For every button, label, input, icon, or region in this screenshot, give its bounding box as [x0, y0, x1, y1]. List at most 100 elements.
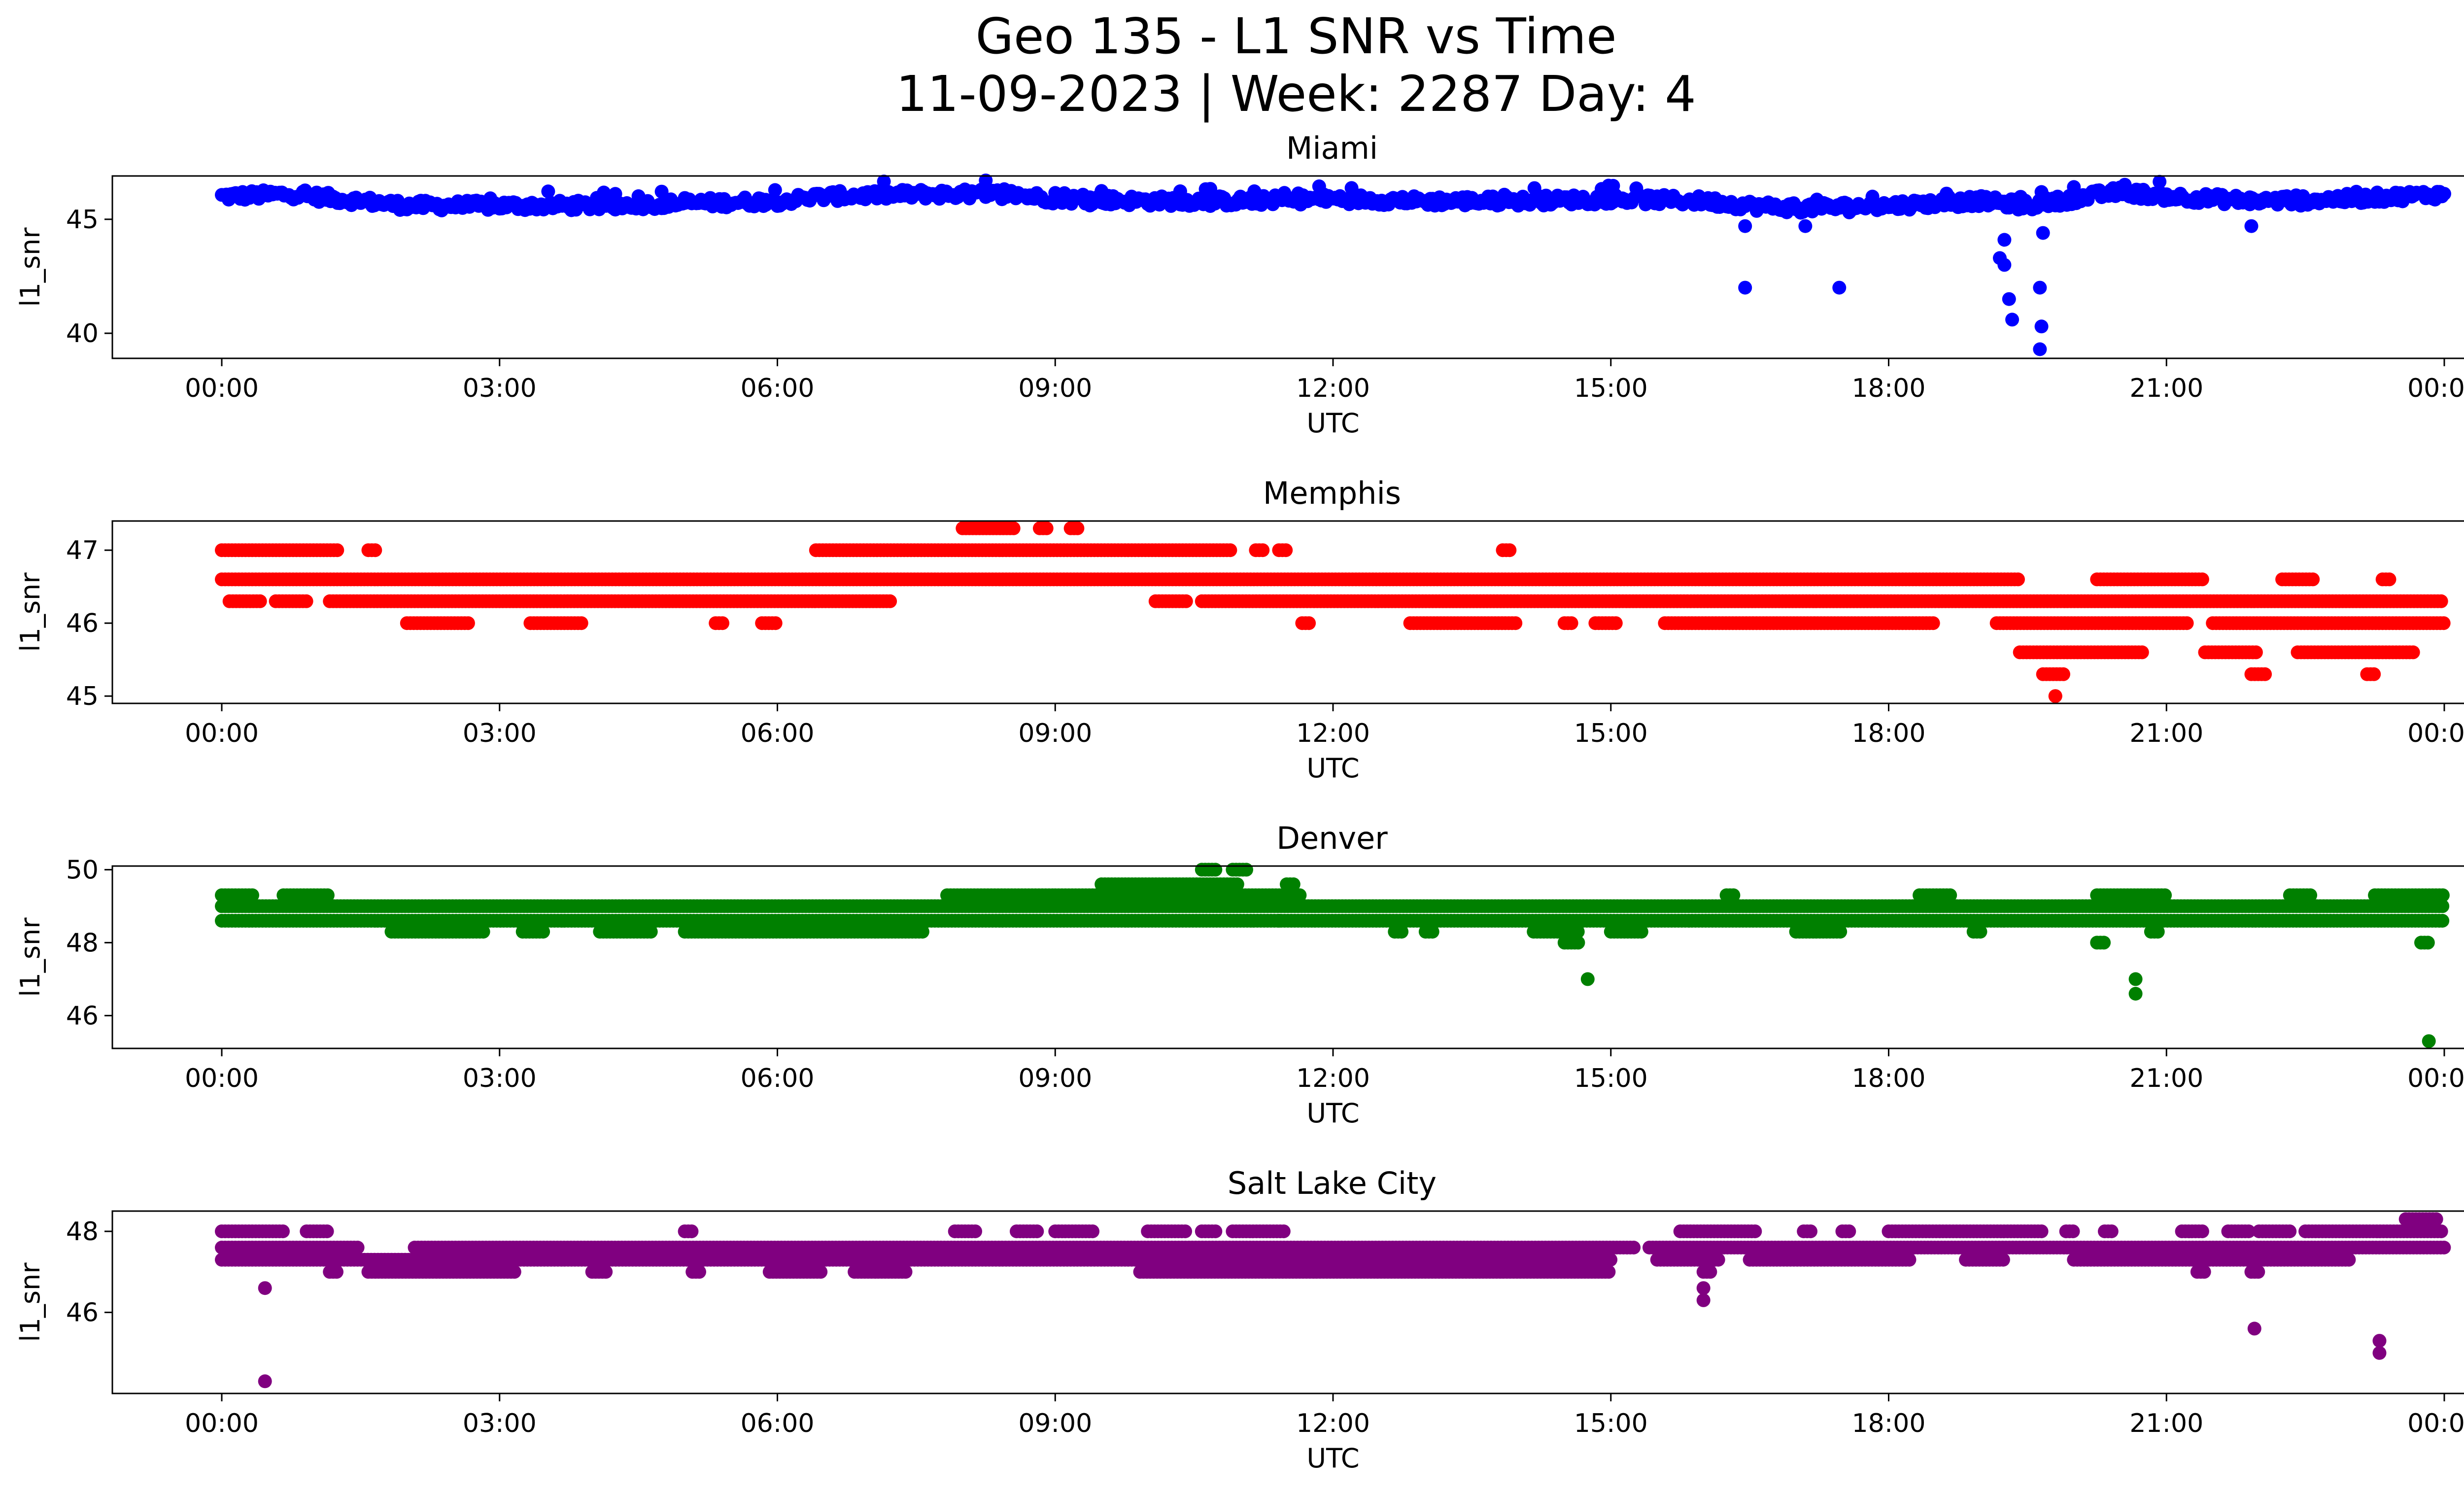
point-salt-lake-city	[2104, 1224, 2119, 1239]
point-miami	[979, 174, 993, 188]
point-salt-lake-city	[1030, 1224, 1044, 1239]
point-miami	[541, 184, 555, 199]
point-denver	[2422, 1034, 2436, 1048]
point-denver	[476, 925, 490, 939]
point-denver	[1425, 925, 1439, 939]
x-tick-label: 03:00	[463, 1064, 537, 1093]
point-salt-lake-city	[1086, 1224, 1099, 1239]
point-memphis	[461, 616, 475, 630]
point-denver	[1208, 863, 1223, 877]
point-memphis	[716, 616, 729, 630]
point-denver	[1230, 877, 1244, 891]
point-miami	[1738, 219, 1752, 233]
point-memphis	[1279, 543, 1293, 557]
point-denver	[1293, 888, 1307, 903]
point-miami	[1798, 219, 1813, 233]
point-memphis	[368, 543, 382, 557]
x-tick-label: 00:00	[2407, 1064, 2464, 1093]
x-tick-label: 06:00	[741, 719, 815, 748]
axes-frame-memphis	[111, 520, 2464, 704]
point-memphis	[1039, 521, 1054, 535]
point-denver	[1571, 936, 1585, 950]
panel-denver: Denver 00:00 03:00 06:00 09:00 12:00 15:00 18:…	[15, 820, 2464, 1129]
y-tick-label: 48	[66, 928, 99, 958]
point-miami	[2005, 313, 2019, 327]
point-miami	[1997, 233, 2012, 247]
x-tick-label: 06:00	[741, 1064, 815, 1093]
point-salt-lake-city	[1842, 1224, 1856, 1239]
point-denver	[1726, 888, 1741, 903]
y-tick-label: 46	[66, 609, 99, 638]
x-axis-label-memphis: UTC	[1306, 753, 1359, 784]
point-denver	[1395, 925, 1409, 939]
x-tick-label: 00:00	[2407, 719, 2464, 748]
point-salt-lake-city	[968, 1224, 982, 1239]
panel-miami: Miami 00:00 03:00 06:00 09:00 12:00 15:00 18:0…	[15, 130, 2464, 439]
y-axis-label-memphis: l1_snr	[15, 572, 46, 652]
point-denver	[1580, 972, 1595, 986]
x-tick-label: 12:00	[1296, 374, 1370, 403]
point-memphis	[2195, 572, 2209, 587]
point-memphis	[2406, 645, 2420, 660]
panel-memphis: Memphis 00:00 03:00 06:00 09:00 12:00 15:00 18…	[15, 475, 2464, 784]
point-miami	[2034, 319, 2049, 334]
x-tick-label: 21:00	[2129, 374, 2203, 403]
point-salt-lake-city	[320, 1224, 334, 1239]
panel-title-denver: Denver	[1276, 820, 1388, 856]
point-salt-lake-city	[2434, 1224, 2448, 1239]
x-tick-label: 12:00	[1296, 719, 1370, 748]
scatter-points-denver	[215, 863, 2450, 1048]
point-salt-lake-city	[2283, 1224, 2297, 1239]
y-tick-label: 47	[66, 536, 99, 565]
point-denver	[320, 888, 335, 903]
x-tick-label: 00:00	[185, 719, 259, 748]
point-memphis	[2382, 572, 2396, 587]
scatter-points-memphis	[215, 521, 2451, 703]
point-miami	[1832, 280, 1847, 295]
point-miami	[2244, 219, 2259, 233]
x-tick-label: 09:00	[1018, 1064, 1092, 1093]
point-memphis	[1608, 616, 1623, 630]
point-memphis	[2367, 667, 2381, 681]
y-tick-label: 46	[66, 1001, 99, 1031]
point-miami	[1738, 280, 1752, 295]
x-tick-label: 15:00	[1574, 719, 1648, 748]
point-memphis	[299, 594, 313, 608]
point-memphis	[2249, 645, 2263, 660]
point-salt-lake-city	[1748, 1224, 1762, 1239]
point-salt-lake-city	[1178, 1224, 1192, 1239]
point-miami	[2153, 174, 2167, 189]
x-tick-label: 03:00	[463, 719, 537, 748]
point-denver	[1286, 877, 1300, 891]
point-memphis	[574, 616, 588, 630]
point-denver	[245, 888, 259, 903]
point-memphis	[1302, 616, 1316, 630]
point-denver	[2158, 888, 2172, 903]
point-memphis	[1564, 616, 1578, 630]
point-memphis	[1179, 594, 1193, 608]
point-denver	[1272, 914, 1286, 928]
axes-frame-miami	[111, 175, 2464, 359]
x-tick-label: 12:00	[1296, 1064, 1370, 1093]
x-tick-label: 18:00	[1852, 374, 1926, 403]
point-denver	[2128, 987, 2143, 1001]
x-tick-label: 18:00	[1852, 1064, 1926, 1093]
point-denver	[2435, 914, 2450, 928]
point-memphis	[2048, 689, 2062, 703]
point-memphis	[2434, 594, 2448, 608]
figure-title-line2: 11-09-2023 | Week: 2287 Day: 4	[896, 65, 1696, 123]
point-denver	[536, 925, 550, 939]
x-ticks-memphis: 00:00 03:00 06:00 09:00 12:00 15:00 18:00 21:00…	[185, 703, 2464, 748]
point-memphis	[2011, 572, 2025, 587]
point-denver	[1634, 925, 1648, 939]
point-denver	[2421, 936, 2435, 950]
scatter-points-miami	[215, 174, 2451, 356]
x-axis-label-miami: UTC	[1306, 408, 1359, 439]
x-tick-label: 03:00	[463, 374, 537, 403]
point-memphis	[768, 616, 783, 630]
point-salt-lake-city	[2034, 1224, 2049, 1239]
point-memphis	[883, 594, 897, 608]
point-memphis	[1256, 543, 1270, 557]
